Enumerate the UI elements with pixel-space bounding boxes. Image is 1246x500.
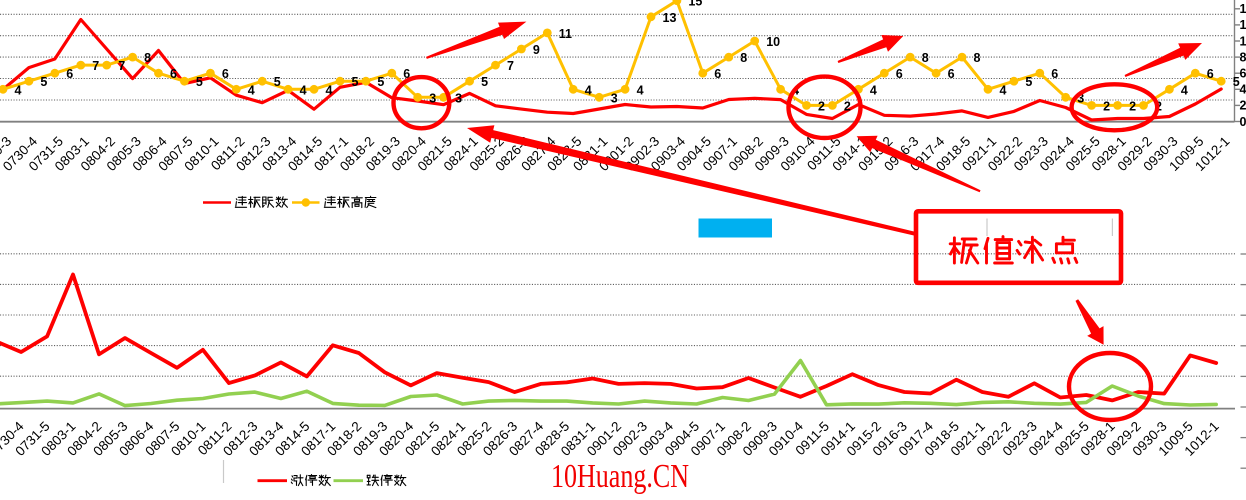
- svg-text:5: 5: [196, 75, 203, 89]
- svg-text:10Huang.CN: 10Huang.CN: [551, 458, 689, 495]
- svg-text:3: 3: [429, 91, 436, 105]
- svg-text:5: 5: [1233, 75, 1240, 89]
- svg-text:3: 3: [1077, 91, 1084, 105]
- svg-text:6: 6: [222, 67, 229, 81]
- svg-text:6: 6: [1240, 67, 1246, 81]
- svg-text:0: 0: [1240, 115, 1246, 129]
- svg-text:14: 14: [1240, 2, 1246, 16]
- svg-text:6: 6: [66, 67, 73, 81]
- svg-text:10: 10: [766, 35, 780, 49]
- svg-text:5: 5: [377, 75, 384, 89]
- svg-text:4: 4: [248, 83, 255, 97]
- svg-text:4: 4: [15, 83, 22, 97]
- svg-text:6: 6: [1207, 67, 1214, 81]
- svg-text:8: 8: [144, 51, 151, 65]
- svg-text:3: 3: [455, 91, 462, 105]
- svg-text:6: 6: [714, 67, 721, 81]
- svg-text:5: 5: [352, 75, 359, 89]
- svg-text:6: 6: [403, 67, 410, 81]
- svg-text:4: 4: [300, 83, 307, 97]
- svg-text:11: 11: [559, 27, 572, 41]
- svg-text:4: 4: [1240, 83, 1246, 97]
- svg-text:15: 15: [688, 0, 702, 9]
- svg-text:4: 4: [1181, 83, 1188, 97]
- svg-text:2: 2: [1129, 99, 1136, 113]
- svg-text:2: 2: [844, 99, 851, 113]
- svg-text:9: 9: [533, 43, 540, 57]
- svg-text:4: 4: [637, 83, 644, 97]
- svg-text:8: 8: [1240, 50, 1246, 64]
- svg-text:6: 6: [170, 67, 177, 81]
- svg-text:5: 5: [40, 75, 47, 89]
- svg-text:5: 5: [481, 75, 488, 89]
- svg-text:4: 4: [326, 83, 333, 97]
- svg-text:4: 4: [870, 83, 877, 97]
- svg-text:8: 8: [740, 51, 747, 65]
- svg-text:5: 5: [1025, 75, 1032, 89]
- svg-text:2: 2: [1103, 99, 1110, 113]
- svg-text:8: 8: [974, 51, 981, 65]
- svg-text:13: 13: [663, 11, 677, 25]
- svg-text:6: 6: [948, 67, 955, 81]
- svg-text:7: 7: [507, 59, 514, 73]
- svg-text:2: 2: [1240, 99, 1246, 113]
- svg-text:3: 3: [611, 91, 618, 105]
- svg-text:4: 4: [1000, 83, 1007, 97]
- svg-text:6: 6: [896, 67, 903, 81]
- svg-text:4: 4: [585, 83, 592, 97]
- svg-text:5: 5: [274, 75, 281, 89]
- svg-text:10: 10: [1240, 34, 1246, 48]
- svg-text:2: 2: [818, 99, 825, 113]
- svg-text:7: 7: [118, 59, 125, 73]
- svg-text:7: 7: [92, 59, 99, 73]
- svg-text:6: 6: [1051, 67, 1058, 81]
- svg-text:8: 8: [922, 51, 929, 65]
- svg-text:12: 12: [1240, 18, 1246, 32]
